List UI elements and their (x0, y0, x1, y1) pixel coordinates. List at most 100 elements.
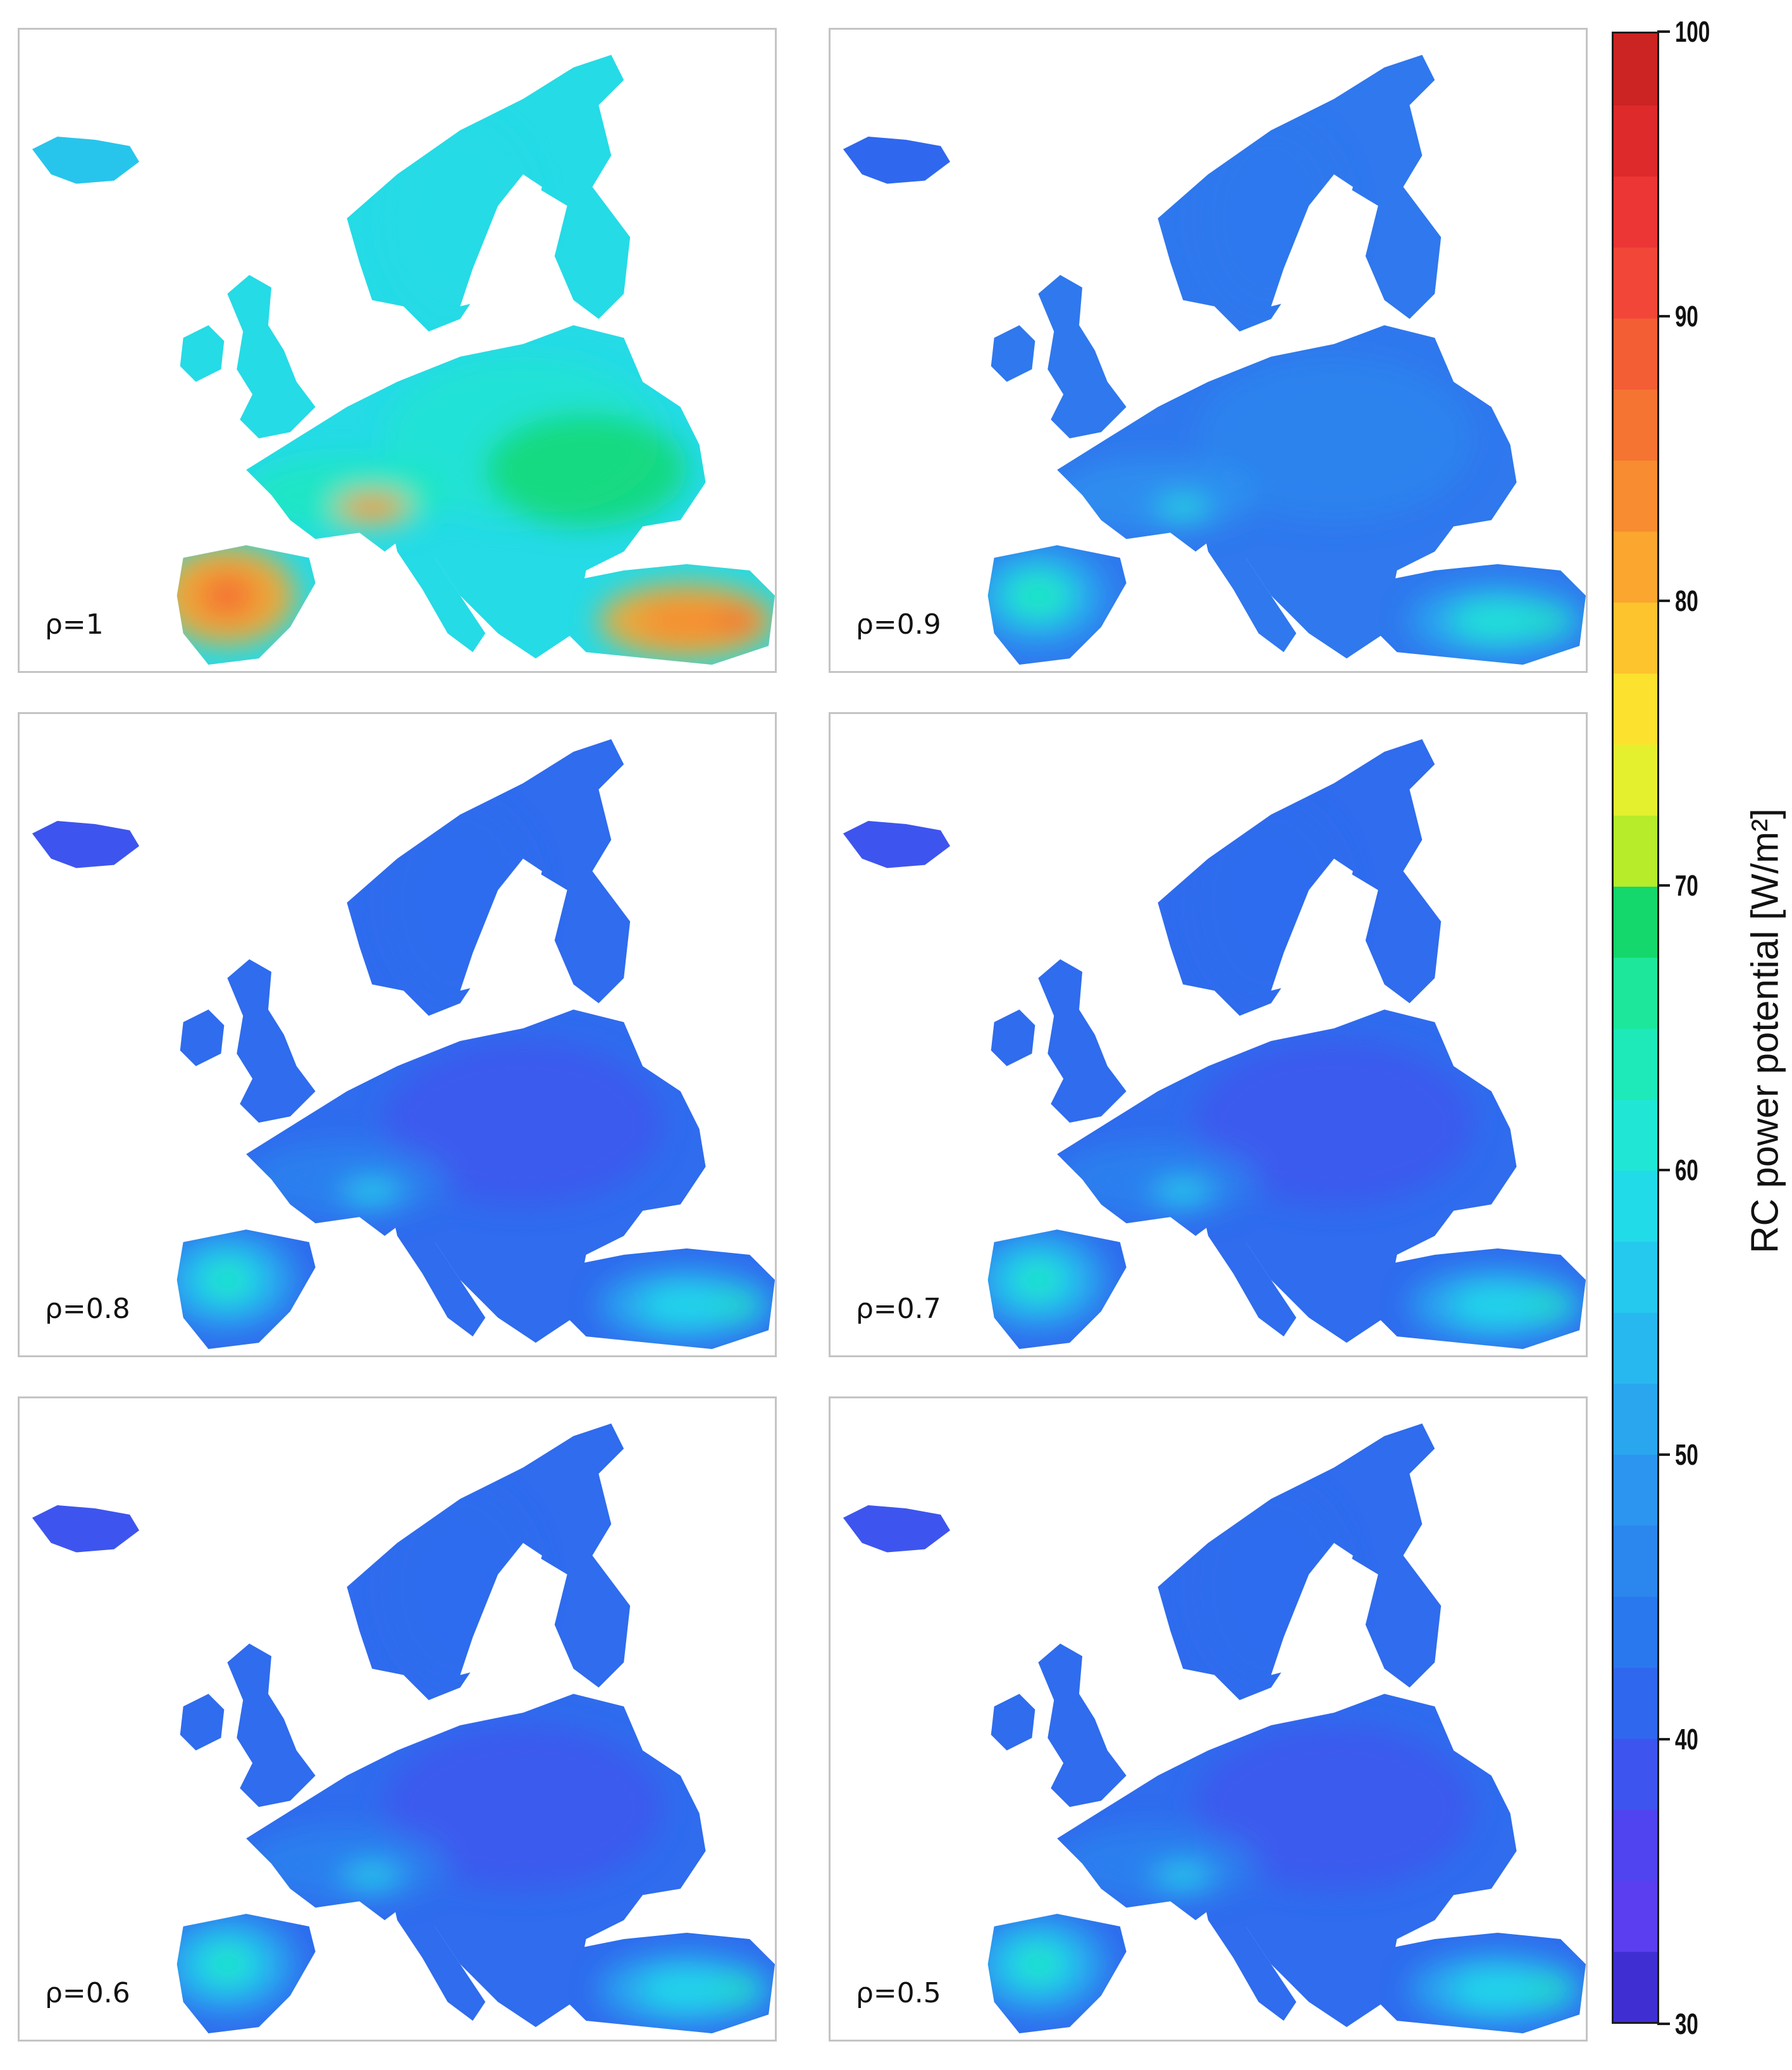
balkan-landmass (498, 1217, 586, 1337)
map-panel: ρ=0.8 (18, 712, 777, 1357)
colorbar-tick (1657, 1738, 1670, 1740)
colorbar-tick (1657, 315, 1670, 317)
colorbar-band (1614, 1240, 1657, 1313)
colorbar-band (1614, 531, 1657, 603)
baltic-sea (1271, 858, 1353, 991)
europe-map (32, 54, 775, 665)
colorbar-band (1614, 1525, 1657, 1597)
colorbar-tick-label: 80 (1675, 584, 1698, 617)
colorbar-tick (1657, 1169, 1670, 1171)
ireland-landmass (180, 1694, 225, 1751)
colorbar-band (1614, 885, 1657, 958)
colorbar-band (1614, 104, 1657, 177)
europe-map (843, 739, 1586, 1350)
balkan-landmass (1309, 533, 1397, 653)
colorbar-band (1614, 1099, 1657, 1171)
ireland-landmass (180, 1009, 225, 1066)
iceland-landmass (32, 821, 140, 868)
colorbar-band (1614, 1383, 1657, 1455)
colorbar-band (1614, 1312, 1657, 1384)
italy-landmass (1196, 1179, 1297, 1337)
europe-map (32, 1423, 775, 2034)
map-panel: ρ=0.5 (829, 1396, 1588, 2042)
iceland-landmass (843, 821, 951, 868)
britain-landmass (1038, 959, 1127, 1123)
italy-landmass (385, 1863, 486, 2021)
colorbar-tick-label: 40 (1675, 1723, 1698, 1756)
colorbar-band (1614, 672, 1657, 745)
colorbar-band (1614, 1950, 1657, 2022)
colorbar-tick (1657, 30, 1670, 33)
ireland-landmass (991, 325, 1035, 382)
europe-map (32, 739, 775, 1350)
colorbar-tick-label: 50 (1675, 1438, 1698, 1471)
colorbar-band (1614, 1666, 1657, 1739)
balkan-landmass (1309, 1217, 1397, 1337)
colorbar-band (1614, 34, 1657, 106)
panel-label: ρ=0.8 (45, 1293, 130, 1325)
colorbar-band (1614, 1596, 1657, 1668)
colorbar-band (1614, 1028, 1657, 1100)
iceland-landmass (32, 137, 140, 184)
colorbar-tick-label: 70 (1675, 869, 1698, 902)
panel-label: ρ=0.9 (856, 608, 941, 641)
ireland-landmass (991, 1009, 1035, 1066)
colorbar-band (1614, 815, 1657, 887)
italy-landmass (1196, 495, 1297, 653)
colorbar-band (1614, 1880, 1657, 1952)
britain-landmass (227, 1643, 316, 1808)
colorbar-band (1614, 317, 1657, 390)
ireland-landmass (180, 325, 225, 382)
italy-landmass (385, 1179, 486, 1337)
ireland-landmass (991, 1694, 1035, 1751)
baltic-sea (460, 1543, 542, 1675)
balkan-landmass (498, 533, 586, 653)
map-panel: ρ=0.9 (829, 28, 1588, 673)
panel-label: ρ=1 (45, 608, 104, 641)
britain-landmass (1038, 274, 1127, 439)
map-panel: ρ=0.6 (18, 1396, 777, 2042)
baltic-sea (1271, 1543, 1353, 1675)
balkan-landmass (1309, 1901, 1397, 2021)
colorbar-band (1614, 1809, 1657, 1882)
colorbar-tick-label: 30 (1675, 2007, 1698, 2040)
colorbar-band (1614, 601, 1657, 674)
baltic-sea (460, 858, 542, 991)
colorbar-band (1614, 388, 1657, 461)
iceland-landmass (843, 1505, 951, 1553)
baltic-sea (1271, 174, 1353, 307)
baltic-sea (460, 174, 542, 307)
colorbar-band (1614, 956, 1657, 1029)
iceland-landmass (843, 137, 951, 184)
colorbar-band (1614, 1453, 1657, 1526)
britain-landmass (227, 274, 316, 439)
europe-map (843, 1423, 1586, 2034)
colorbar-band (1614, 459, 1657, 532)
panel-label: ρ=0.5 (856, 1977, 941, 2009)
panel-label: ρ=0.7 (856, 1293, 941, 1325)
colorbar-tick (1657, 2023, 1670, 2025)
colorbar-band (1614, 246, 1657, 319)
colorbar-band (1614, 743, 1657, 816)
panel-label: ρ=0.6 (45, 1977, 130, 2009)
europe-map (843, 54, 1586, 665)
colorbar-title: RC power potential [W/m²] (1743, 808, 1786, 1254)
map-panel: ρ=1 (18, 28, 777, 673)
colorbar (1612, 32, 1659, 2024)
iceland-landmass (32, 1505, 140, 1553)
colorbar-tick-label: 90 (1675, 300, 1698, 333)
colorbar-band (1614, 1737, 1657, 1810)
colorbar-band (1614, 175, 1657, 248)
colorbar-band (1614, 1169, 1657, 1242)
map-panel: ρ=0.7 (829, 712, 1588, 1357)
colorbar-tick-label: 100 (1675, 15, 1710, 48)
colorbar-tick (1657, 884, 1670, 887)
colorbar-tick-label: 60 (1675, 1154, 1698, 1186)
britain-landmass (227, 959, 316, 1123)
italy-landmass (1196, 1863, 1297, 2021)
italy-landmass (385, 495, 486, 653)
colorbar-tick (1657, 1453, 1670, 1456)
balkan-landmass (498, 1901, 586, 2021)
colorbar-tick (1657, 600, 1670, 602)
britain-landmass (1038, 1643, 1127, 1808)
